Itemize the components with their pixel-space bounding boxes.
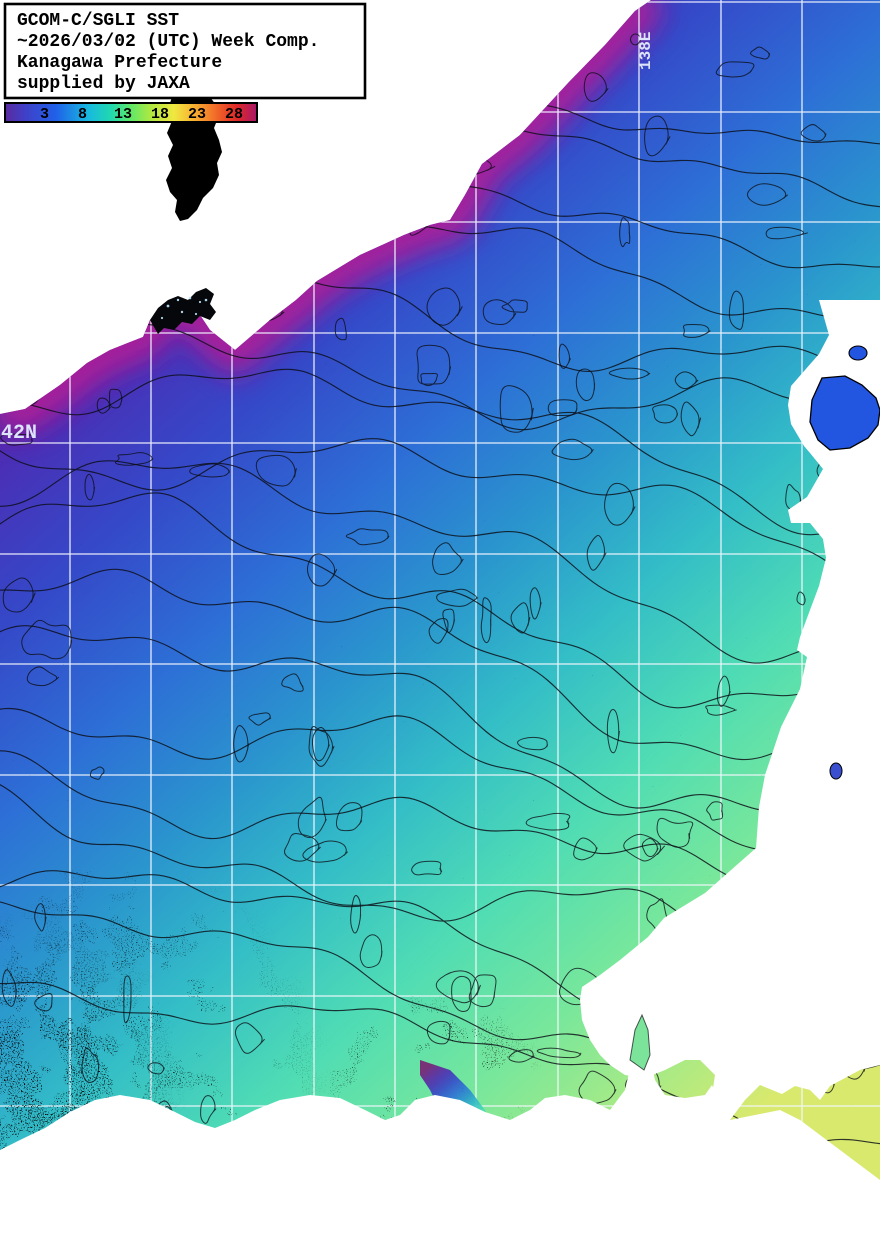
svg-text:138E: 138E <box>637 32 655 70</box>
svg-text:8: 8 <box>78 106 87 123</box>
svg-text:18: 18 <box>151 106 169 123</box>
svg-text:GCOM-C/SGLI SST: GCOM-C/SGLI SST <box>17 11 179 31</box>
svg-text:28: 28 <box>225 106 243 123</box>
svg-text:42N: 42N <box>1 422 37 445</box>
svg-text:Kanagawa Prefecture: Kanagawa Prefecture <box>17 53 222 73</box>
svg-text:3: 3 <box>40 106 49 123</box>
svg-text:supplied by JAXA: supplied by JAXA <box>17 74 190 94</box>
svg-text:23: 23 <box>188 106 206 123</box>
svg-text:13: 13 <box>114 106 132 123</box>
svg-text:~2026/03/02 (UTC) Week Comp.: ~2026/03/02 (UTC) Week Comp. <box>17 32 319 52</box>
